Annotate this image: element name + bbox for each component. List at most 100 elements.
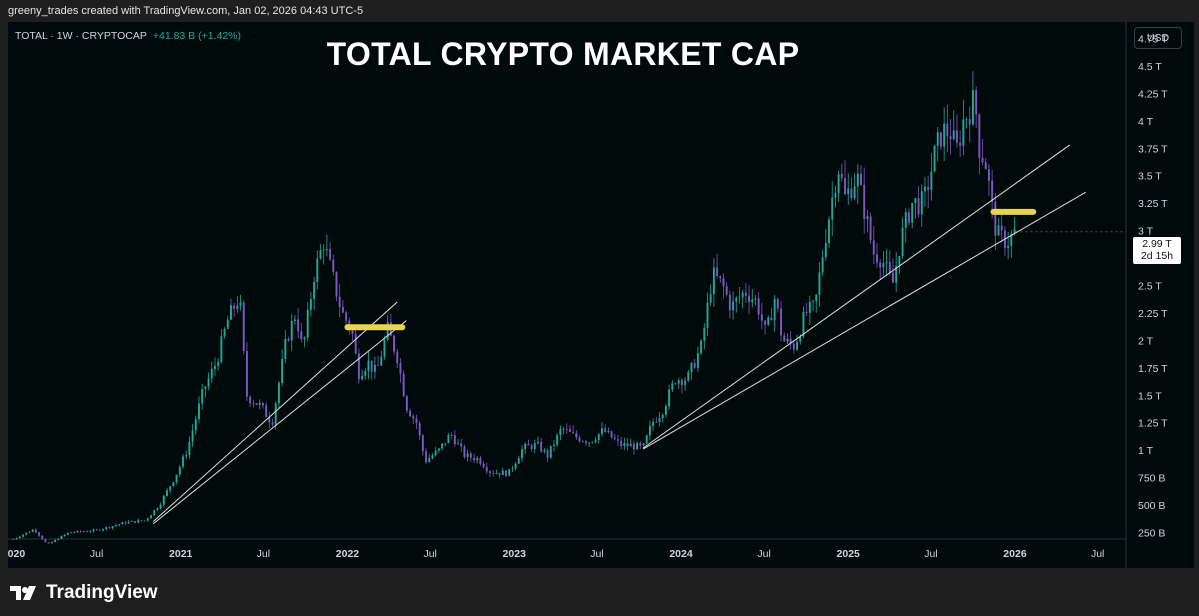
candle-body xyxy=(239,302,242,306)
candle-body xyxy=(936,132,939,146)
chart-panel[interactable]: 250 B 500 B 750 B 1 T 1.25 T 1.5 T 1.75 T 2 T 2.… xyxy=(8,22,1194,568)
candle-body xyxy=(303,337,306,340)
candle-body xyxy=(559,429,562,435)
candle-body xyxy=(290,321,293,341)
candle-body xyxy=(987,169,990,181)
candle-body xyxy=(578,437,581,442)
chart-title: TOTAL CRYPTO MARKET CAP xyxy=(326,36,800,72)
candle-body xyxy=(102,529,104,531)
candle-body xyxy=(556,434,559,445)
candle-body xyxy=(325,248,328,250)
candle-body xyxy=(114,525,117,527)
candle-body xyxy=(198,403,200,420)
candle-body xyxy=(636,443,639,450)
candle-body xyxy=(402,373,405,397)
candle-body xyxy=(252,402,255,404)
candle-body xyxy=(930,171,933,190)
candle-body xyxy=(54,539,57,542)
candle-body xyxy=(754,298,757,300)
brand-logo[interactable]: TradingView xyxy=(10,582,158,604)
candle-body xyxy=(850,188,853,199)
candle-body xyxy=(431,455,434,459)
candle-body xyxy=(140,520,143,522)
candle-body xyxy=(220,336,223,362)
candle-body xyxy=(575,433,578,438)
candle-body xyxy=(34,529,37,533)
y-tick-label: 4.5 T xyxy=(1138,61,1162,73)
candle-body xyxy=(879,262,882,268)
candle-body xyxy=(530,445,533,449)
candle-body xyxy=(585,441,587,444)
candle-body xyxy=(386,322,389,340)
candle-body xyxy=(680,380,683,386)
candle-body xyxy=(626,443,629,447)
candle-body xyxy=(748,295,751,303)
candle-body xyxy=(316,258,319,283)
candle-body xyxy=(501,470,504,475)
candle-body xyxy=(207,378,210,387)
candle-body xyxy=(588,442,591,444)
candle-body xyxy=(143,520,146,522)
candle-body xyxy=(25,532,28,535)
x-tick-label: 2024 xyxy=(669,548,693,560)
candle-body xyxy=(952,130,955,139)
candle-body xyxy=(204,386,207,390)
x-tick-label: Jul xyxy=(590,548,603,560)
symbol-info[interactable]: TOTAL · 1W · CRYPTOCAP +41.83 B (+1.42%) xyxy=(15,30,241,42)
candle-body xyxy=(540,441,543,452)
candle-body xyxy=(319,250,322,259)
candle-body xyxy=(393,335,396,352)
candlestick-chart[interactable]: 250 B 500 B 750 B 1 T 1.25 T 1.5 T 1.75 T 2 T 2.… xyxy=(8,22,1194,568)
candle-body xyxy=(955,130,958,143)
candle-body xyxy=(629,444,632,447)
candle-body xyxy=(757,298,760,315)
candle-body xyxy=(847,188,850,195)
chart-credit: greeny_trades created with TradingView.c… xyxy=(8,5,364,17)
trendline xyxy=(642,191,1087,450)
candle-body xyxy=(962,119,965,146)
candle-body xyxy=(482,463,485,468)
candle-body xyxy=(1013,229,1016,234)
candle-body xyxy=(735,297,738,302)
candle-body xyxy=(940,132,942,147)
candle-body xyxy=(281,358,284,383)
tradingview-logo-icon xyxy=(10,584,40,602)
candle-body xyxy=(505,470,507,476)
candle-body xyxy=(28,531,31,533)
candle-body xyxy=(92,529,95,532)
candle-body xyxy=(345,312,348,321)
candle-body xyxy=(789,338,792,344)
candle-body xyxy=(335,271,338,297)
candle-body xyxy=(214,366,216,369)
candle-body xyxy=(677,380,680,384)
candle-body xyxy=(249,396,252,403)
candle-body xyxy=(351,328,354,335)
candle-body xyxy=(191,430,194,442)
candle-body xyxy=(444,443,447,444)
currency-button[interactable]: USD xyxy=(1134,27,1182,49)
candle-body xyxy=(297,319,300,332)
candle-body xyxy=(671,383,674,390)
candle-body xyxy=(223,329,226,337)
x-tick-label: 2021 xyxy=(169,548,193,560)
candle-body xyxy=(31,529,34,532)
candle-body xyxy=(668,389,671,407)
candle-body xyxy=(274,403,277,425)
candle-body xyxy=(616,439,619,441)
candle-body xyxy=(76,530,79,533)
x-tick-label: Jul xyxy=(423,548,436,560)
candle-body xyxy=(230,305,232,320)
candle-body xyxy=(824,242,827,258)
candle-body xyxy=(783,335,786,342)
candle-body xyxy=(869,216,872,241)
candle-body xyxy=(514,463,517,469)
y-tick-label: 750 B xyxy=(1138,473,1165,485)
x-tick-label: Jul xyxy=(757,548,770,560)
candle-body xyxy=(690,362,693,372)
candle-body xyxy=(994,201,997,236)
candle-body xyxy=(380,356,383,366)
candle-body xyxy=(418,423,421,436)
candle-body xyxy=(882,263,885,268)
y-tick-label: 2 T xyxy=(1138,335,1154,347)
candle-body xyxy=(569,429,571,432)
